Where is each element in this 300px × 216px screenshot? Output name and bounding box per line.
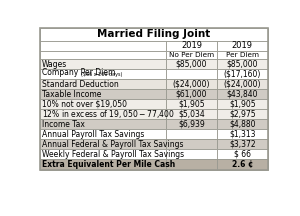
Text: ($17,160): ($17,160) xyxy=(224,70,261,79)
Bar xyxy=(40,149,166,159)
Bar xyxy=(166,139,217,149)
Bar xyxy=(40,69,166,79)
Text: $ 66: $ 66 xyxy=(234,150,251,159)
Text: ($24,000): ($24,000) xyxy=(173,79,210,89)
Bar xyxy=(217,59,268,69)
Text: Company Per Diem: Company Per Diem xyxy=(42,68,115,77)
Text: Extra Equivalent Per Mile Cash: Extra Equivalent Per Mile Cash xyxy=(42,160,175,169)
Bar xyxy=(40,59,166,69)
Text: $85,000: $85,000 xyxy=(226,60,258,68)
Text: Annual Federal & Payroll Tax Savings: Annual Federal & Payroll Tax Savings xyxy=(42,140,183,149)
Text: $3,372: $3,372 xyxy=(229,140,256,149)
Bar xyxy=(217,79,268,89)
Text: Wages: Wages xyxy=(42,60,67,68)
Bar xyxy=(166,59,217,69)
Text: Married Filing Joint: Married Filing Joint xyxy=(97,29,210,39)
Text: Weekly Federal & Payroll Tax Savings: Weekly Federal & Payroll Tax Savings xyxy=(42,150,184,159)
Text: $6,939: $6,939 xyxy=(178,120,205,129)
Text: Taxable Income: Taxable Income xyxy=(42,90,101,98)
Bar xyxy=(166,69,217,79)
Text: Standard Deduction: Standard Deduction xyxy=(42,79,118,89)
Bar xyxy=(217,89,268,99)
Bar xyxy=(217,99,268,109)
Text: Per Diem: Per Diem xyxy=(226,52,259,58)
Bar xyxy=(217,149,268,159)
Bar xyxy=(166,99,217,109)
Text: $5,034: $5,034 xyxy=(178,110,205,119)
Bar xyxy=(40,79,166,89)
Bar xyxy=(217,119,268,129)
Text: 2.6 ¢: 2.6 ¢ xyxy=(232,160,253,169)
Bar xyxy=(166,159,217,170)
Bar xyxy=(40,89,166,99)
Text: No Per Diem: No Per Diem xyxy=(169,52,214,58)
Bar xyxy=(166,51,217,59)
Text: $1,905: $1,905 xyxy=(178,100,205,109)
Bar xyxy=(217,129,268,139)
Bar xyxy=(40,129,166,139)
Bar xyxy=(40,119,166,129)
Text: 10% not over $19,050: 10% not over $19,050 xyxy=(42,100,127,109)
Bar xyxy=(217,69,268,79)
Text: 2019: 2019 xyxy=(232,41,253,50)
Bar xyxy=(217,41,268,51)
Text: ($24,000): ($24,000) xyxy=(224,79,261,89)
Bar xyxy=(166,129,217,139)
Text: 12% in excess of $19,050-$77,400: 12% in excess of $19,050-$77,400 xyxy=(42,108,174,120)
Bar xyxy=(217,109,268,119)
Bar xyxy=(40,41,166,51)
Bar xyxy=(40,28,268,41)
Text: $1,313: $1,313 xyxy=(229,130,256,139)
Text: Annual Payroll Tax Savings: Annual Payroll Tax Savings xyxy=(42,130,144,139)
Text: $1,905: $1,905 xyxy=(229,100,256,109)
Bar xyxy=(40,139,166,149)
Bar xyxy=(166,109,217,119)
Text: $2,975: $2,975 xyxy=(229,110,256,119)
Bar xyxy=(40,99,166,109)
Bar xyxy=(166,149,217,159)
Bar xyxy=(40,159,166,170)
Text: $43,840: $43,840 xyxy=(226,90,258,98)
Bar xyxy=(166,79,217,89)
Bar xyxy=(217,139,268,149)
Bar xyxy=(40,109,166,119)
Bar xyxy=(40,28,268,170)
Bar xyxy=(40,51,166,59)
Bar xyxy=(217,159,268,170)
Text: $4,880: $4,880 xyxy=(229,120,256,129)
Text: ($66 x 260 days): ($66 x 260 days) xyxy=(80,72,122,77)
Text: Income Tax: Income Tax xyxy=(42,120,85,129)
Bar xyxy=(166,119,217,129)
Text: $85,000: $85,000 xyxy=(176,60,207,68)
Text: 2019: 2019 xyxy=(181,41,202,50)
Bar xyxy=(166,41,217,51)
Text: $61,000: $61,000 xyxy=(176,90,207,98)
Bar xyxy=(217,51,268,59)
Bar xyxy=(166,89,217,99)
